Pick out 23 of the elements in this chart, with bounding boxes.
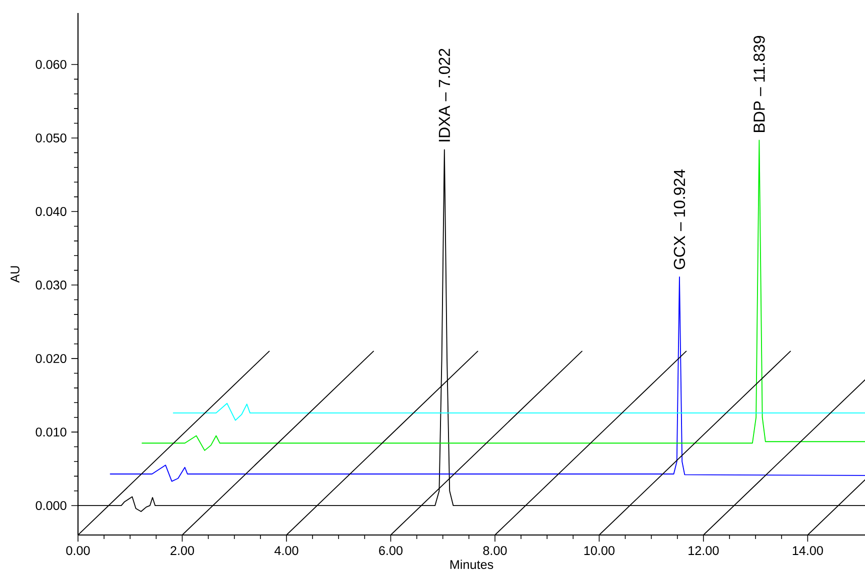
y-tick-label: 0.060 [36,60,66,69]
x-tick-label: 4.00 [274,546,298,556]
y-tick-label: 0.010 [36,428,66,437]
x-tick-label: 10.00 [584,546,614,556]
x-tick-label: 0.00 [66,546,90,556]
x-tick-label: 6.00 [379,546,402,556]
y-tick-label: 0.050 [36,134,66,142]
y-tick-label: 0.000 [36,501,66,510]
y-tick-label: 0.020 [36,354,66,364]
line-series [110,276,865,482]
annotation: BDP – 11.839 [754,36,765,132]
x-tick-label: 14.00 [792,546,823,556]
y-tick-label: 0.030 [36,280,66,290]
y-tick-label: 0.040 [36,207,66,216]
x-tick-label: 2.00 [170,546,194,556]
line-series [142,140,865,451]
annotation: GCX – 10.924 [674,169,686,270]
y-axis-title: AU [10,266,20,283]
x-tick-label: 12.00 [688,546,719,556]
line-series [172,402,865,421]
x-tick-label: 8.00 [483,546,507,556]
annotation: IDXA – 7.022 [438,48,450,142]
x-axis-title: Minutes [450,560,494,570]
